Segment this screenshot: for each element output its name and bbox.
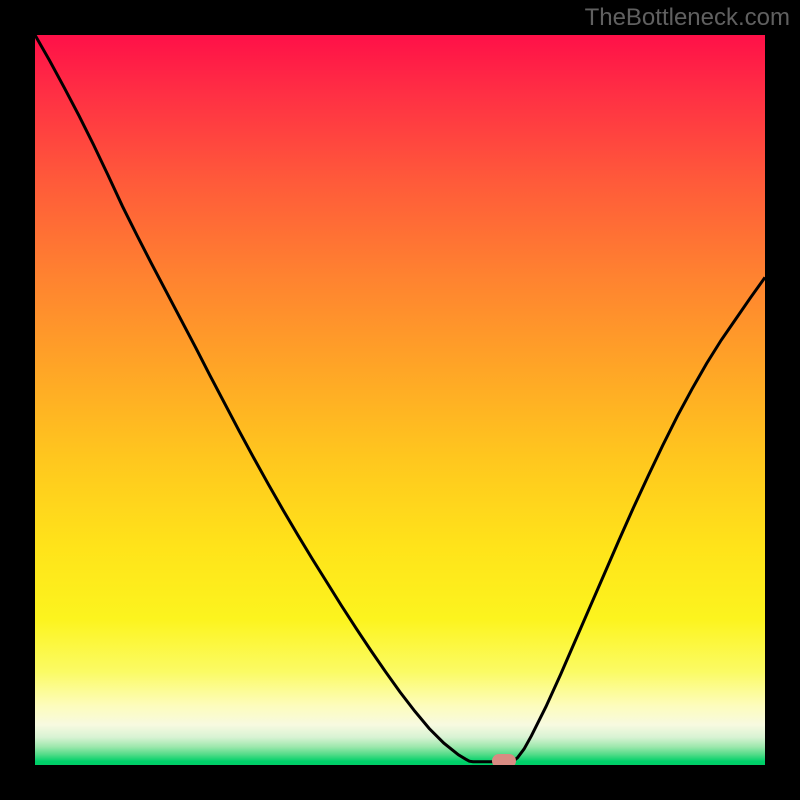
bottleneck-curve [35, 35, 765, 765]
frame-border-left [0, 0, 35, 800]
plot-area [35, 35, 765, 765]
chart-frame: TheBottleneck.com [0, 0, 800, 800]
watermark-text: TheBottleneck.com [585, 4, 790, 32]
frame-border-right [765, 0, 800, 800]
curve-path [35, 35, 765, 762]
frame-border-bottom [0, 765, 800, 800]
